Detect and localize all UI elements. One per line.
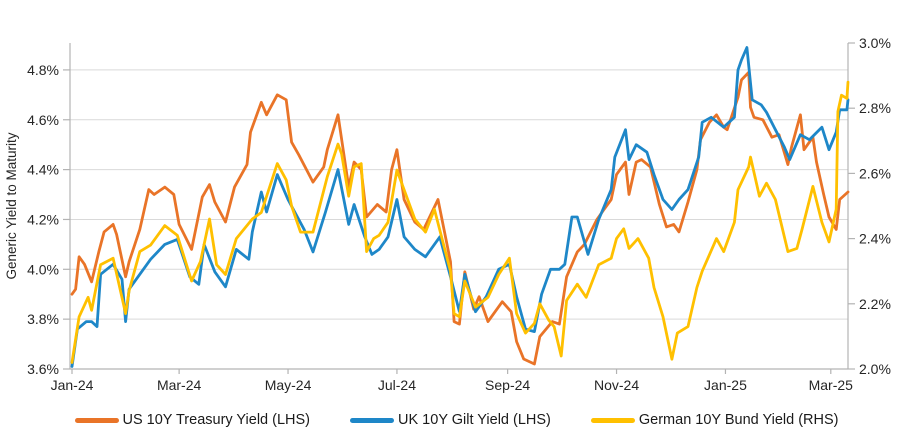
- y-right-tick-label: 2.2%: [859, 296, 891, 312]
- y-right-tick-label: 2.6%: [859, 165, 891, 181]
- x-axis-tick-label: Mar-25: [809, 377, 854, 393]
- german-series-swatch-icon: [590, 417, 635, 423]
- x-axis-tick-label: Mar-24: [157, 377, 202, 393]
- legend-item-german-bund: German 10Y Bund Yield (RHS): [590, 412, 839, 428]
- y-right-tick-label: 2.0%: [859, 361, 891, 377]
- y-left-tick-label: 4.0%: [27, 261, 59, 277]
- x-axis-tick-label: Nov-24: [594, 377, 639, 393]
- x-axis-tick-label: May-24: [265, 377, 312, 393]
- y-left-tick-label: 4.8%: [27, 62, 59, 78]
- us-series-line: [70, 71, 850, 366]
- legend-item-uk-gilt: UK 10Y Gilt Yield (LHS): [350, 412, 551, 428]
- legend-label-uk-gilt: UK 10Y Gilt Yield (LHS): [398, 412, 551, 428]
- de-series-line: [70, 80, 850, 364]
- uk-series-swatch-icon: [350, 417, 395, 423]
- legend-label-german-bund: German 10Y Bund Yield (RHS): [638, 412, 839, 428]
- y-left-tick-label: 4.6%: [27, 112, 59, 128]
- us-series-swatch-icon: [74, 417, 119, 423]
- y-right-tick-label: 2.8%: [859, 100, 891, 116]
- x-axis-tick-label: Jan-25: [704, 377, 747, 393]
- y-left-tick-label: 4.4%: [27, 162, 59, 178]
- legend-label-us-treasury: US 10Y Treasury Yield (LHS): [122, 412, 311, 428]
- uk-series-line: [70, 46, 850, 368]
- y-left-tick-label: 3.8%: [27, 311, 59, 327]
- y-left-tick-label: 4.2%: [27, 211, 59, 227]
- y-axis-title: Generic Yield to Maturity: [4, 132, 19, 279]
- y-left-tick-label: 3.6%: [27, 361, 59, 377]
- y-right-tick-label: 2.4%: [859, 231, 891, 247]
- chart-legend: US 10Y Treasury Yield (LHS) UK 10Y Gilt …: [0, 412, 913, 428]
- legend-item-us-treasury: US 10Y Treasury Yield (LHS): [74, 412, 311, 428]
- x-axis-tick-label: Jan-24: [51, 377, 94, 393]
- y-right-tick-label: 3.0%: [859, 35, 891, 51]
- x-axis-tick-label: Jul-24: [378, 377, 416, 393]
- x-axis-tick-label: Sep-24: [485, 377, 530, 393]
